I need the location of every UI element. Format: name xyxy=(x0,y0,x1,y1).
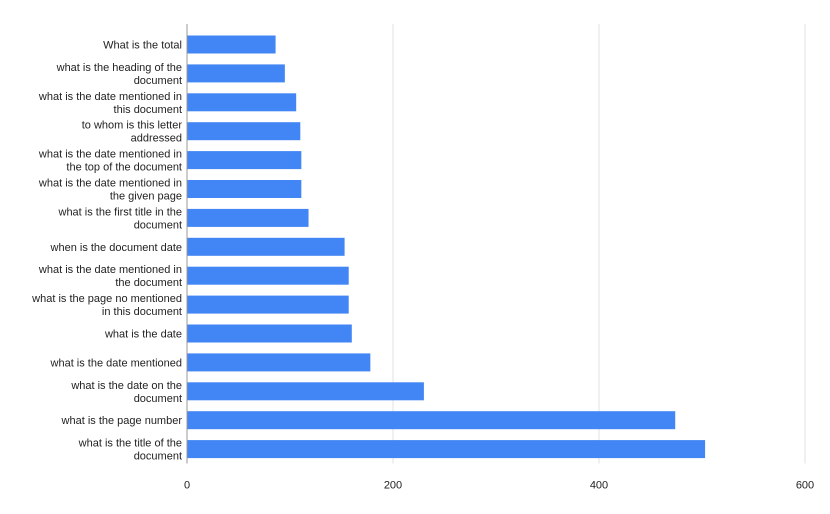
bar xyxy=(187,324,352,343)
category-label-line: the document xyxy=(115,277,182,289)
category-label-line: What is the total xyxy=(103,39,182,51)
bar xyxy=(187,382,424,401)
category-label: what is the first title in the document xyxy=(58,206,183,231)
category-label-line: what is the date mentioned in xyxy=(38,177,182,189)
category-label-line: what is the date mentioned in xyxy=(38,264,182,276)
category-label-line: what is the date mentioned xyxy=(50,357,182,369)
bar xyxy=(187,295,349,314)
x-tick-label: 200 xyxy=(384,480,402,492)
bar xyxy=(187,180,302,198)
category-label-line: what is the heading of the xyxy=(56,62,182,74)
category-label: what is the heading of the document xyxy=(56,62,182,87)
category-label: what is the page no mentioned in this doc… xyxy=(31,293,182,318)
category-label-line: when is the document date xyxy=(50,242,182,254)
category-label-line: what is the title of the xyxy=(78,438,182,450)
category-label: what is the page number xyxy=(61,415,183,427)
category-label: to whom is this letter addressed xyxy=(82,120,183,145)
category-label-line: document xyxy=(134,451,182,463)
category-label-line: what is the date mentioned in xyxy=(38,149,182,161)
category-label-line: what is the page no mentioned xyxy=(31,293,182,305)
bars xyxy=(187,35,706,459)
category-label-line: what is the date mentioned in xyxy=(38,91,182,103)
category-label-line: what is the date on the xyxy=(70,380,182,392)
bar xyxy=(187,237,345,256)
category-label-line: the top of the document xyxy=(66,162,182,174)
category-label-line: what is the date xyxy=(104,328,182,340)
category-label: What is the total xyxy=(103,39,182,51)
category-label-line: addressed xyxy=(131,133,182,145)
category-label-line: this document xyxy=(114,104,182,116)
bar xyxy=(187,353,371,372)
category-label: what is the date on the document xyxy=(70,380,182,405)
bar xyxy=(187,122,301,141)
category-label-line: what is the page number xyxy=(61,415,183,427)
category-label: what is the date mentioned xyxy=(50,357,182,369)
x-tick-label: 400 xyxy=(590,480,608,492)
bar xyxy=(187,208,309,227)
category-label: what is the date mentioned in the given p… xyxy=(38,177,182,202)
category-label-line: what is the first title in the xyxy=(58,206,183,218)
category-labels: What is the total what is the heading of … xyxy=(31,39,182,462)
gridlines xyxy=(392,24,806,464)
bar xyxy=(187,411,676,430)
x-tick-labels: 0 200 400 600 xyxy=(184,480,814,492)
category-label: what is the date mentioned in the documen… xyxy=(38,264,182,289)
category-label: what is the date mentioned in this docume… xyxy=(38,91,182,116)
bar xyxy=(187,151,302,170)
bar xyxy=(187,266,349,285)
x-tick-label: 600 xyxy=(796,480,814,492)
category-label-line: the given page xyxy=(110,190,182,202)
x-tick-label: 0 xyxy=(184,480,190,492)
category-label-line: document xyxy=(134,219,182,231)
category-label: what is the date mentioned in the top of … xyxy=(38,149,182,174)
bar xyxy=(187,93,297,112)
category-label: what is the date xyxy=(104,328,182,340)
bar xyxy=(187,440,706,459)
category-label-line: to whom is this letter xyxy=(82,120,183,132)
bar xyxy=(187,64,285,83)
category-label-line: in this document xyxy=(102,306,182,318)
category-label-line: document xyxy=(134,75,182,87)
bar xyxy=(187,35,276,54)
category-label: when is the document date xyxy=(50,242,182,254)
category-label: what is the title of the document xyxy=(78,438,182,463)
category-label-line: document xyxy=(134,393,182,405)
